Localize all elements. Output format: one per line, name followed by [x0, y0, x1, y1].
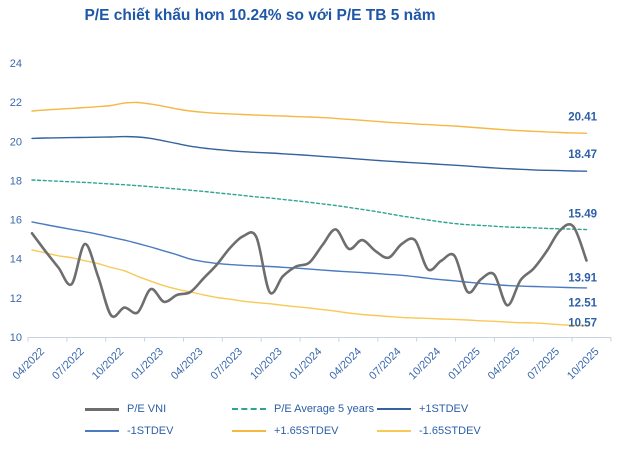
x-axis-label: 10/2025 — [565, 346, 602, 383]
series-end-label-minus-1stdev: 12.51 — [568, 297, 597, 309]
legend-item-minus-1-65stdev: -1.65STDEV — [377, 425, 547, 437]
x-axis-label: 07/2022 — [50, 346, 87, 383]
legend-item-plus-1-65stdev: +1.65STDEV — [232, 425, 377, 437]
legend-item-pe-vni: P/E VNI — [85, 403, 232, 415]
x-axis-label: 04/2022 — [11, 346, 48, 383]
x-axis-label: 04/2025 — [486, 346, 523, 383]
legend-label: +1.65STDEV — [274, 425, 339, 437]
legend-label: P/E VNI — [127, 403, 167, 415]
y-axis-label: 10 — [10, 332, 22, 344]
series-line-minus-1stdev — [31, 221, 588, 289]
dashed-line-swatch-icon — [232, 408, 266, 410]
line-swatch-icon — [377, 430, 411, 432]
x-axis-label: 01/2025 — [446, 346, 483, 383]
x-axis-label: 01/2024 — [288, 346, 325, 383]
chart-legend: P/E VNI P/E Average 5 years +1STDEV -1ST… — [85, 398, 547, 442]
y-axis-label: 18 — [10, 175, 22, 187]
y-axis-label: 22 — [10, 97, 22, 109]
series-end-label-plus-1stdev: 18.47 — [568, 149, 597, 161]
series-end-label-plus-1-65stdev: 20.41 — [568, 111, 597, 123]
series-end-label-pe-average-5-years: 15.49 — [568, 209, 597, 221]
legend-label: P/E Average 5 years — [274, 403, 375, 415]
y-axis-label: 20 — [10, 136, 22, 148]
y-axis-label: 24 — [10, 58, 22, 70]
line-swatch-icon — [232, 430, 266, 432]
y-axis-label: 12 — [10, 293, 22, 305]
legend-label: +1STDEV — [419, 403, 469, 415]
legend-item-minus-1stdev: -1STDEV — [85, 425, 232, 437]
series-end-label-minus-1-65stdev: 10.57 — [568, 317, 597, 329]
x-axis-label: 04/2023 — [169, 346, 206, 383]
x-axis-label: 10/2022 — [90, 346, 127, 383]
series-line-plus-1stdev — [31, 135, 588, 172]
chart-title: P/E chiết khấu hơn 10.24% so với P/E TB … — [84, 7, 436, 24]
legend-item-pe-average-5-years: P/E Average 5 years — [232, 403, 377, 415]
x-axis-label: 07/2025 — [525, 346, 562, 383]
x-axis-label: 10/2023 — [248, 346, 285, 383]
x-axis-label: 07/2024 — [367, 346, 404, 383]
series-line-plus-1-65stdev — [31, 101, 588, 134]
series-line-pe-average-5-years — [31, 179, 588, 231]
x-axis-label: 10/2024 — [407, 346, 444, 383]
legend-label: -1.65STDEV — [419, 425, 481, 437]
x-axis-label: 01/2023 — [129, 346, 166, 383]
y-axis-label: 14 — [10, 254, 22, 266]
legend-label: -1STDEV — [127, 425, 174, 437]
line-swatch-icon — [85, 430, 119, 432]
x-axis-label: 04/2024 — [327, 346, 364, 383]
series-end-label-pe-vni: 13.91 — [568, 273, 597, 285]
x-axis-label: 07/2023 — [209, 346, 246, 383]
series-line-minus-1-65stdev — [31, 249, 588, 327]
y-axis-label: 16 — [10, 215, 22, 227]
line-swatch-icon — [377, 408, 411, 410]
legend-item-plus-1stdev: +1STDEV — [377, 403, 547, 415]
series-line-pe-vni — [30, 223, 588, 318]
line-swatch-icon — [85, 407, 119, 411]
